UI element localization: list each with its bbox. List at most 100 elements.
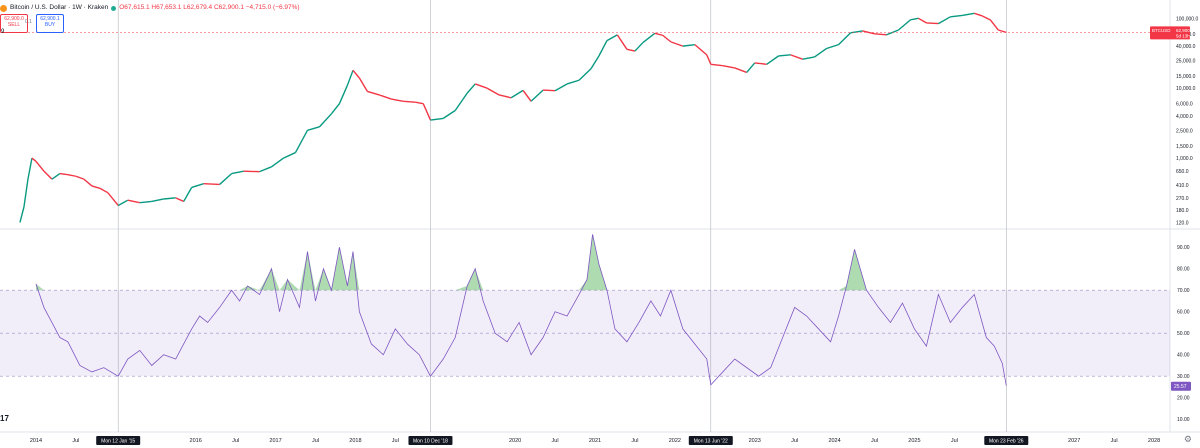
price-segment <box>918 17 927 24</box>
price-segment <box>598 40 608 57</box>
rsi-tick-label: 20.00 <box>1177 396 1190 402</box>
price-segment <box>19 206 25 223</box>
date-label-bg <box>96 436 141 445</box>
price-segment <box>486 87 500 96</box>
time-tick-label: 2018 <box>349 438 361 444</box>
price-segment <box>606 34 618 42</box>
time-tick-label: Jul <box>791 438 798 444</box>
price-segment <box>151 198 164 203</box>
price-segment <box>766 55 780 65</box>
date-label-bg <box>408 436 453 445</box>
time-tick-label: 2024 <box>828 438 840 444</box>
time-tick-label: 2022 <box>669 438 681 444</box>
rsi-tick-label: 60.00 <box>1177 310 1190 316</box>
price-segment <box>203 183 220 186</box>
rsi-overbought-fill <box>838 249 867 291</box>
buy-button[interactable]: 62,900.1 BUY <box>36 14 64 33</box>
time-tick-label: Jul <box>1111 438 1118 444</box>
rsi-tick-label: 50.00 <box>1177 331 1190 337</box>
date-label: Mon 10 Dec '18 <box>413 439 448 445</box>
price-tick-label: 25,000.0 <box>1176 58 1196 64</box>
price-segment <box>898 19 911 31</box>
price-segment <box>543 89 556 92</box>
time-tick-label: 2014 <box>30 438 42 444</box>
price-segment <box>746 62 756 73</box>
price-segment <box>926 22 939 25</box>
price-segment <box>403 100 416 103</box>
price-segment <box>422 103 432 121</box>
rsi-tick-label: 40.00 <box>1177 353 1190 359</box>
price-tick-label: 10,000.0 <box>1176 86 1196 92</box>
price-segment <box>23 179 29 208</box>
price-segment <box>566 79 580 85</box>
price-segment <box>682 43 695 47</box>
date-label-bg <box>688 436 733 445</box>
sell-label: SELL <box>7 22 21 28</box>
price-segment <box>27 157 33 180</box>
indicator-label[interactable]: 9 <box>1 29 5 35</box>
price-segment <box>127 199 140 204</box>
price-tick-label: 1,000.0 <box>1176 156 1193 162</box>
price-segment <box>67 173 77 177</box>
price-segment <box>183 187 193 202</box>
tradingview-logo[interactable]: 17 <box>0 414 9 423</box>
price-segment <box>330 103 340 115</box>
ohlc-values: O67,615.1 H67,653.1 L62,679.4 C62,900.1 … <box>119 4 300 11</box>
price-segment <box>554 83 568 92</box>
price-segment <box>294 129 309 153</box>
price-tick-label: 15,000.0 <box>1176 74 1196 80</box>
price-segment <box>31 157 37 162</box>
price-segment <box>454 92 468 111</box>
price-segment <box>510 89 524 99</box>
date-label: Mon 23 Feb '26 <box>989 439 1024 445</box>
rsi-tick-label: 90.00 <box>1177 245 1190 251</box>
time-tick-label: Jul <box>631 438 638 444</box>
time-tick-label: 2023 <box>749 438 761 444</box>
price-segment <box>231 170 244 175</box>
price-segment <box>722 64 735 69</box>
price-segment <box>938 16 951 25</box>
price-segment <box>107 192 119 206</box>
time-tick-label: 2025 <box>908 438 920 444</box>
price-tag-symbol: BTCUSD <box>1152 28 1171 33</box>
symbol-title[interactable]: Bitcoin / U.S. Dollar · 1W · Kraken <box>10 4 109 11</box>
rsi-overbought-fill <box>579 234 607 291</box>
price-segment <box>734 67 747 74</box>
market-status-icon <box>111 5 117 11</box>
price-segment <box>99 187 109 194</box>
price-segment <box>578 68 592 81</box>
time-tick-label: Jul <box>871 438 878 444</box>
time-tick-label: Jul <box>232 438 239 444</box>
price-tick-label: 4,000.0 <box>1176 114 1193 120</box>
rsi-overbought-fill <box>455 268 484 291</box>
price-segment <box>814 47 827 58</box>
price-segment <box>826 43 839 50</box>
price-tick-label: 2,500.0 <box>1176 128 1193 134</box>
price-segment <box>694 44 708 56</box>
time-tick-label: 2027 <box>1068 438 1080 444</box>
time-tick-label: Jul <box>72 438 79 444</box>
price-segment <box>283 151 296 159</box>
rsi-tag-bg <box>1171 381 1191 391</box>
price-segment <box>974 12 983 17</box>
gear-icon[interactable]: ⚙ <box>1183 434 1192 444</box>
price-segment <box>391 98 404 102</box>
price-segment <box>950 14 963 18</box>
time-tick-label: Jul <box>312 438 319 444</box>
price-segment <box>498 94 512 99</box>
price-segment <box>590 55 600 70</box>
price-segment <box>51 173 61 180</box>
rsi-overbought-fill <box>259 268 280 291</box>
price-tick-label: 650.0 <box>1176 169 1189 175</box>
price-tick-label: 120.0 <box>1176 220 1189 226</box>
rsi-tick-label: 10.00 <box>1177 417 1190 423</box>
sell-button[interactable]: 62,900.0 SELL <box>0 14 28 33</box>
price-segment <box>989 19 999 31</box>
price-segment <box>415 101 424 105</box>
price-tick-label: 100,000.0 <box>1176 16 1198 22</box>
price-tag-countdown: 5d 13h <box>1176 33 1190 38</box>
price-segment <box>790 54 803 60</box>
price-tick-label: 180.0 <box>1176 208 1189 214</box>
price-segment <box>271 157 284 168</box>
